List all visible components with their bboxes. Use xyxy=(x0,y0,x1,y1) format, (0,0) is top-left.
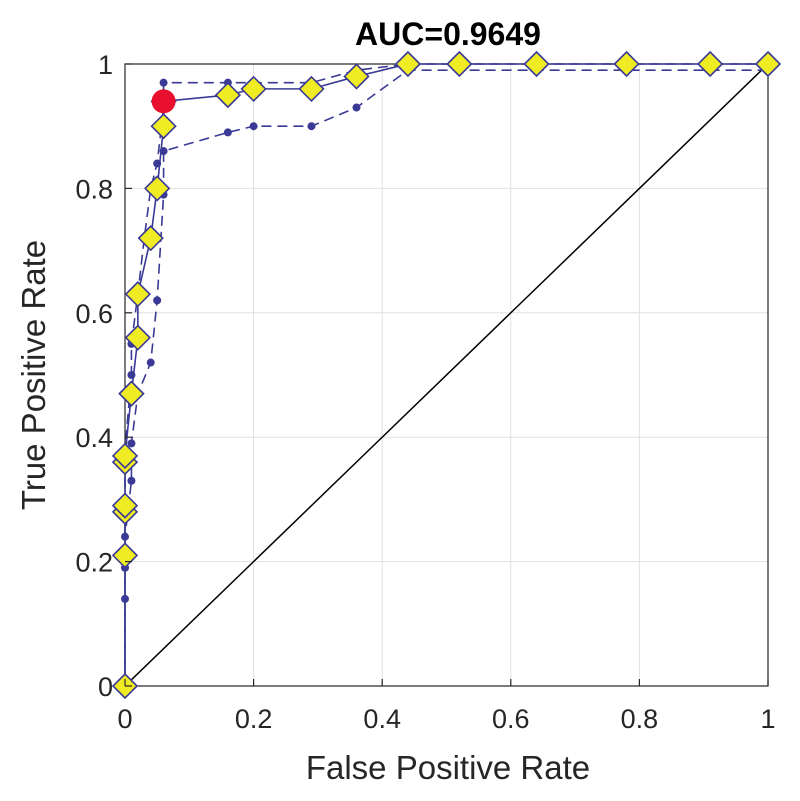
lower-confidence-bound-dot xyxy=(352,103,361,112)
roc-point-marker xyxy=(124,281,151,308)
y-tick-label: 0.2 xyxy=(75,548,113,578)
operating-point-layer xyxy=(151,89,176,114)
roc-point-marker xyxy=(394,50,422,78)
y-tick-label: 0 xyxy=(98,672,113,702)
roc-point-marker xyxy=(523,50,550,78)
x-tick-label: 0.4 xyxy=(363,704,401,734)
x-tick-label: 0.8 xyxy=(621,704,659,734)
x-tick-label: 0.2 xyxy=(235,704,273,734)
upper-confidence-bound-dot xyxy=(159,78,168,87)
chance-diagonal xyxy=(124,63,769,687)
roc-point-marker xyxy=(613,50,640,78)
roc-point-marker xyxy=(111,492,139,519)
roc-point-marker xyxy=(111,542,139,569)
y-tick-label: 0.8 xyxy=(75,174,113,204)
x-tick-label: 0 xyxy=(117,704,132,734)
lower-confidence-bound-dot xyxy=(249,122,258,131)
lower-confidence-bound-dot xyxy=(127,439,136,448)
y-axis-label: True Positive Rate xyxy=(15,240,52,510)
chart-title: AUC=0.9649 xyxy=(355,16,541,52)
lower-confidence-bound-dot xyxy=(223,128,232,137)
roc-point-marker xyxy=(144,175,171,202)
roc-point-marker xyxy=(696,50,724,78)
roc-point-marker xyxy=(214,81,242,109)
roc-point-marker xyxy=(446,50,473,78)
roc-curve xyxy=(111,50,782,700)
operating-point-marker xyxy=(151,89,176,114)
roc-point-marker xyxy=(137,225,164,252)
lower-confidence-bound-dot xyxy=(127,476,136,485)
y-tick-labels: 0 0.2 0.4 0.6 0.8 1 xyxy=(75,50,132,702)
y-tick-label: 0.6 xyxy=(75,299,113,329)
roc-point-marker xyxy=(343,63,370,90)
x-tick-label: 1 xyxy=(760,704,775,734)
roc-point-marker xyxy=(754,50,782,78)
lower-confidence-bound-dot xyxy=(146,358,155,367)
roc-point-marker xyxy=(298,75,325,103)
roc-point-marker xyxy=(118,380,145,407)
roc-point-marker xyxy=(124,324,151,351)
diagonal-line xyxy=(124,63,769,687)
x-tick-label: 0.6 xyxy=(492,704,530,734)
roc-point-marker xyxy=(240,75,267,103)
y-tick-label: 0.4 xyxy=(75,423,113,453)
y-tick-label: 1 xyxy=(98,50,113,80)
lower-confidence-bound-dot xyxy=(153,296,162,305)
roc-point-marker xyxy=(150,113,177,140)
x-axis-label: False Positive Rate xyxy=(306,749,590,786)
x-tick-labels: 0 0.2 0.4 0.6 0.8 1 xyxy=(117,679,776,734)
roc-point-marker xyxy=(111,442,139,469)
lower-confidence-bound-dot xyxy=(307,122,316,131)
